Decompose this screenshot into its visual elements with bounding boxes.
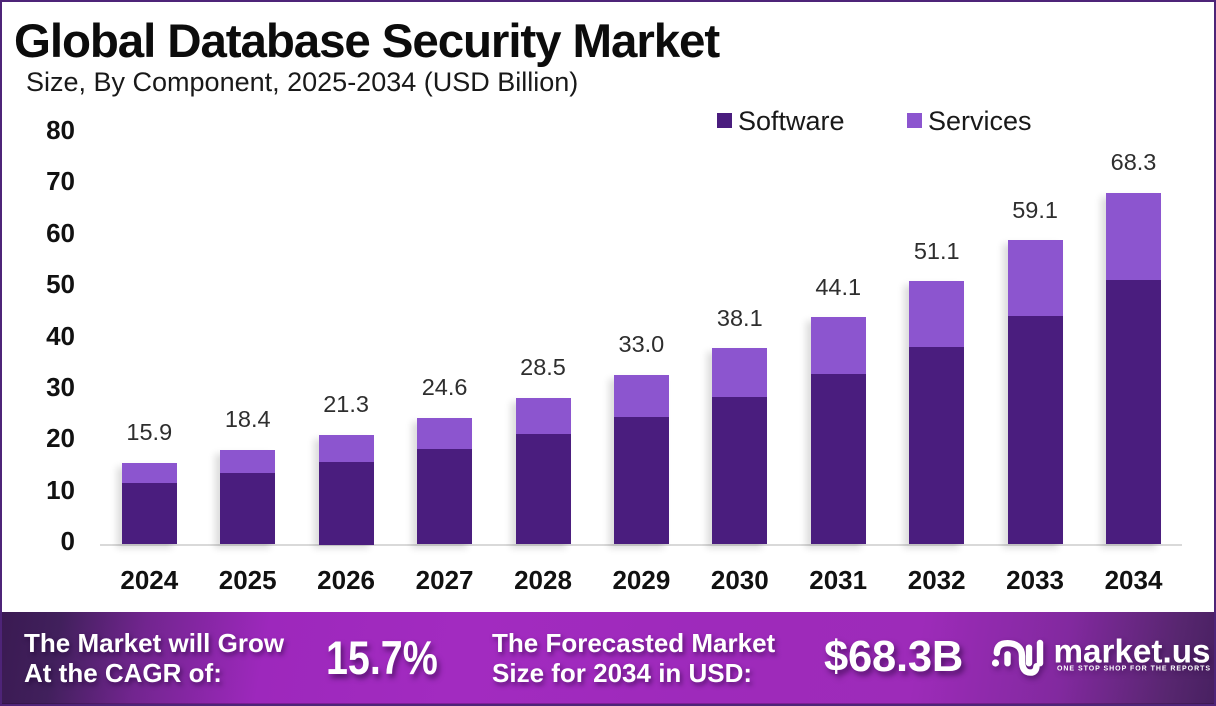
svg-text:market.us: market.us [1054, 633, 1211, 670]
svg-text:ONE STOP SHOP FOR THE REPORTS: ONE STOP SHOP FOR THE REPORTS [1057, 665, 1210, 672]
